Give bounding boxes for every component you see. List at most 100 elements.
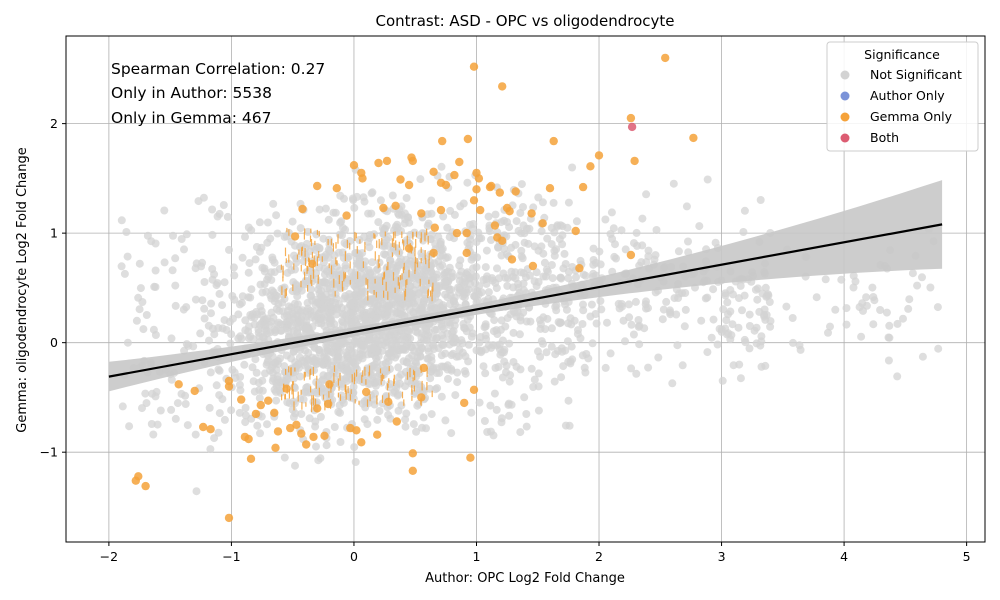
point-not-significant	[564, 319, 573, 328]
legend-marker-not-significant	[840, 70, 850, 80]
point-gemma-only	[538, 219, 547, 228]
point-not-significant	[511, 240, 520, 249]
point-not-significant	[427, 410, 436, 419]
point-not-significant	[654, 353, 663, 362]
point-not-significant	[312, 230, 321, 239]
point-not-significant	[355, 278, 364, 287]
point-gemma-only	[302, 440, 311, 449]
gemma-only-streak	[344, 272, 347, 278]
point-not-significant	[250, 387, 259, 396]
point-gemma-only	[463, 134, 473, 144]
gemma-only-streak	[284, 394, 286, 400]
point-not-significant	[640, 324, 649, 333]
point-not-significant	[171, 281, 180, 290]
gemma-only-streak	[290, 367, 292, 376]
point-not-significant	[450, 293, 459, 302]
point-not-significant	[182, 230, 191, 239]
point-not-significant	[253, 421, 262, 430]
point-not-significant	[581, 368, 590, 377]
gemma-only-streak	[406, 235, 408, 245]
point-not-significant	[709, 285, 718, 294]
gemma-only-streak	[414, 256, 416, 264]
gemma-only-streak	[336, 260, 338, 266]
point-not-significant	[438, 331, 447, 340]
gemma-only-streak	[408, 269, 410, 278]
point-not-significant	[452, 352, 461, 361]
gemma-only-streak	[415, 231, 418, 238]
gemma-only-streak	[402, 239, 404, 244]
point-not-significant	[138, 404, 146, 413]
point-gemma-only	[174, 380, 183, 389]
point-gemma-only	[469, 62, 479, 71]
point-not-significant	[427, 196, 436, 205]
point-not-significant	[644, 246, 653, 255]
gemma-only-streak	[292, 389, 294, 399]
point-not-significant	[459, 319, 468, 328]
point-not-significant	[409, 420, 418, 429]
gemma-only-streak	[419, 278, 421, 287]
chart-title: Contrast: ASD - OPC vs oligodendrocyte	[376, 12, 675, 30]
point-gemma-only	[256, 400, 265, 410]
point-not-significant	[455, 271, 464, 280]
gemma-only-streak	[288, 366, 290, 373]
point-not-significant	[401, 422, 410, 431]
point-not-significant	[363, 420, 372, 429]
point-not-significant	[908, 269, 917, 278]
point-not-significant	[564, 267, 573, 276]
gemma-only-streak	[294, 367, 296, 372]
point-not-significant	[272, 211, 281, 220]
gemma-only-streak	[358, 400, 360, 405]
gemma-only-streak	[330, 386, 332, 393]
point-not-significant	[505, 339, 514, 348]
point-not-significant	[428, 333, 437, 342]
gemma-only-streak	[298, 249, 300, 255]
point-not-significant	[328, 348, 337, 357]
gemma-only-streak	[388, 392, 390, 403]
gemma-only-streak	[431, 390, 433, 398]
point-not-significant	[488, 274, 496, 283]
point-not-significant	[447, 273, 456, 282]
point-not-significant	[416, 352, 425, 360]
point-not-significant	[213, 279, 222, 288]
point-not-significant	[469, 220, 478, 228]
point-not-significant	[241, 232, 249, 241]
point-gemma-only	[578, 182, 588, 192]
gemma-only-streak	[412, 231, 414, 238]
point-gemma-only	[487, 181, 496, 191]
point-not-significant	[926, 283, 935, 292]
point-not-significant	[368, 371, 377, 380]
point-not-significant	[728, 320, 737, 329]
point-not-significant	[539, 272, 548, 281]
point-not-significant	[514, 279, 523, 288]
point-not-significant	[251, 355, 260, 364]
point-not-significant	[417, 382, 426, 391]
gemma-only-streak	[426, 367, 428, 378]
point-gemma-only	[384, 397, 393, 406]
point-not-significant	[335, 401, 344, 410]
point-not-significant	[695, 222, 704, 231]
point-not-significant	[502, 368, 510, 377]
point-not-significant	[697, 316, 706, 325]
gemma-only-streak	[342, 286, 344, 292]
gemma-only-streak	[304, 248, 306, 257]
point-not-significant	[225, 317, 234, 326]
point-not-significant	[632, 228, 641, 237]
gemma-only-streak	[414, 246, 416, 257]
point-not-significant	[652, 226, 661, 234]
gemma-only-streak	[385, 281, 387, 291]
point-not-significant	[206, 368, 215, 377]
gemma-only-streak	[427, 290, 429, 299]
gemma-only-streak	[335, 257, 337, 265]
point-not-significant	[296, 224, 305, 233]
gemma-only-streak	[381, 395, 384, 403]
point-not-significant	[335, 300, 343, 308]
point-not-significant	[234, 310, 243, 319]
point-not-significant	[237, 298, 246, 307]
gemma-only-streak	[339, 373, 341, 381]
point-not-significant	[566, 359, 575, 368]
point-not-significant	[555, 235, 564, 244]
gemma-only-streak	[404, 288, 407, 297]
point-not-significant	[492, 405, 501, 414]
gemma-only-streak	[338, 386, 340, 391]
point-not-significant	[418, 423, 426, 432]
